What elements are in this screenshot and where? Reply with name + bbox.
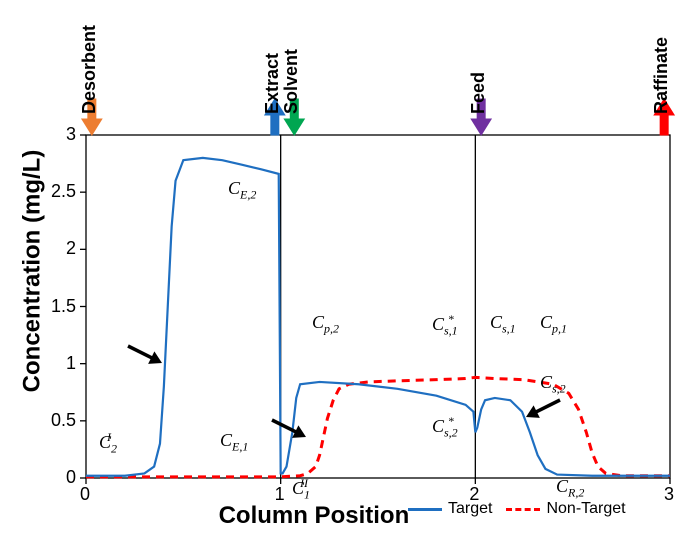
legend-label-nontarget: Non-Target — [546, 500, 625, 518]
point-label: CE,2 — [228, 178, 256, 203]
point-label: CR,2 — [556, 476, 584, 501]
stream-label: Extract — [262, 53, 283, 114]
chart-container: Concentration (mg/L) Column Position 0 1 2… — [0, 0, 685, 542]
y-tick-label: 2.5 — [51, 181, 76, 202]
y-tick-label: 0 — [66, 467, 76, 488]
point-label: Cs,1 — [490, 312, 516, 337]
point-label: Cp,2 — [312, 312, 339, 337]
y-tick-label: 1.5 — [51, 296, 76, 317]
x-tick-label: 3 — [664, 484, 674, 505]
legend: Target Non-Target — [408, 500, 626, 518]
legend-item-nontarget: Non-Target — [506, 500, 625, 518]
stream-label: Feed — [468, 72, 489, 114]
point-label: C1II — [292, 476, 308, 503]
legend-label-target: Target — [448, 500, 492, 518]
x-tick-label: 1 — [275, 484, 285, 505]
point-label: Cp,1 — [540, 312, 567, 337]
legend-swatch-target — [408, 508, 442, 511]
point-label: Cs,2* — [432, 414, 454, 441]
point-label: C2I — [99, 430, 111, 457]
point-label: CE,1 — [220, 430, 248, 455]
stream-label: Solvent — [281, 49, 302, 114]
legend-swatch-nontarget — [506, 508, 540, 511]
legend-item-target: Target — [408, 500, 492, 518]
x-tick-label: 0 — [80, 484, 90, 505]
point-label: Cs,2 — [540, 372, 566, 397]
chart-svg — [0, 0, 685, 542]
x-axis-label: Column Position — [219, 502, 410, 530]
point-label: Cs,1* — [432, 312, 454, 339]
y-tick-label: 3 — [66, 124, 76, 145]
y-tick-label: 1 — [66, 353, 76, 374]
stream-label: Desorbent — [79, 25, 100, 114]
y-axis-label: Concentration (mg/L) — [18, 150, 46, 393]
y-tick-label: 2 — [66, 238, 76, 259]
y-tick-label: 0.5 — [51, 410, 76, 431]
stream-label: Raffinate — [651, 37, 672, 114]
